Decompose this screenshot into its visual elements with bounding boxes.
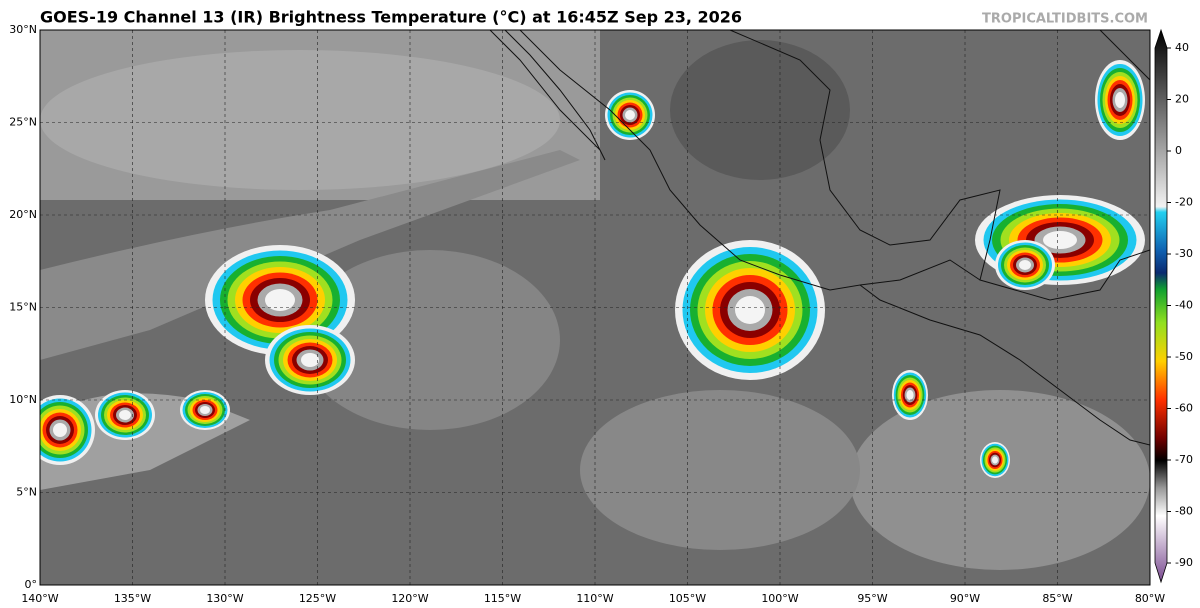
lon-label: 100°W xyxy=(761,592,798,605)
lon-label: 95°W xyxy=(857,592,887,605)
lon-label: 135°W xyxy=(114,592,151,605)
map-frame xyxy=(39,29,1151,586)
colorbar-label: 20 xyxy=(1175,93,1189,106)
storm-cloud xyxy=(1019,260,1031,270)
axis-labels: 30°N 25°N 20°N 15°N 10°N 5°N 0°140°W 135°W 130°W… xyxy=(9,23,1165,605)
title: GOES-19 Channel 13 (IR) Brightness Tempe… xyxy=(40,8,742,27)
lat-label: 30°N xyxy=(9,23,37,36)
credit: TROPICALTIDBITS.COM xyxy=(982,12,1148,27)
storm-cloud xyxy=(1043,231,1077,249)
colorbar-label: 0 xyxy=(1175,144,1182,157)
storm-cloud xyxy=(625,110,635,120)
lon-label: 130°W xyxy=(206,592,243,605)
colorbar-label: -30 xyxy=(1175,247,1193,260)
storm-cloud xyxy=(906,390,914,400)
lon-label: 125°W xyxy=(299,592,336,605)
colorbar-label: -40 xyxy=(1175,299,1193,312)
colorbar-label: -60 xyxy=(1175,402,1193,415)
lon-label: 115°W xyxy=(484,592,521,605)
colorbar-label: -90 xyxy=(1175,556,1193,569)
storm-cloud xyxy=(265,289,295,311)
colorbar: 40 20 0 -20 -30 -40 -50 -60 -70 -80 -90 xyxy=(1154,28,1193,584)
colorbar-label: -80 xyxy=(1175,505,1193,518)
lon-label: 105°W xyxy=(669,592,706,605)
lat-label: 25°N xyxy=(9,116,37,129)
colorbar-label: -70 xyxy=(1175,453,1193,466)
graticule xyxy=(40,30,1150,585)
colorbar-label: 40 xyxy=(1175,41,1189,54)
storm-cloud xyxy=(301,353,319,367)
storm-cloud xyxy=(119,410,131,420)
lat-label: 5°N xyxy=(16,486,37,499)
colorbar-label: -50 xyxy=(1175,350,1193,363)
coastlines xyxy=(489,30,1150,446)
lat-label: 10°N xyxy=(9,393,37,406)
storm-cloud xyxy=(200,406,210,414)
lon-label: 140°W xyxy=(21,592,58,605)
lon-label: 110°W xyxy=(576,592,613,605)
lon-label: 90°W xyxy=(950,592,980,605)
colorbar-bar xyxy=(1154,28,1168,584)
storm-cloud xyxy=(53,423,67,437)
storm-cloud xyxy=(735,296,765,324)
lon-label: 85°W xyxy=(1042,592,1072,605)
storm-cloud xyxy=(1115,92,1125,108)
lat-label: 15°N xyxy=(9,301,37,314)
lat-label: 0° xyxy=(25,578,38,591)
lon-label: 120°W xyxy=(391,592,428,605)
colorbar-label: -20 xyxy=(1175,196,1193,209)
storm-cloud xyxy=(992,456,998,464)
lat-label: 20°N xyxy=(9,208,37,221)
lon-label: 80°W xyxy=(1135,592,1165,605)
